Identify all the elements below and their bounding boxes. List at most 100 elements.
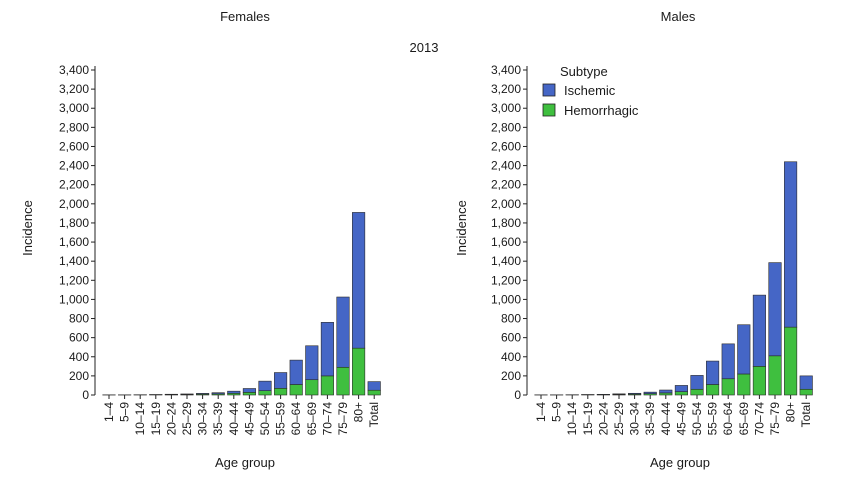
females-ytick-label: 2,600 xyxy=(59,139,89,153)
males-xtick-label: 70–74 xyxy=(752,402,766,436)
females-bars xyxy=(103,212,381,395)
females-xtick-label: Total xyxy=(367,402,381,427)
males-xlabel: Age group xyxy=(650,455,710,470)
females-xtick-label: 45–49 xyxy=(242,402,256,436)
females-ytick-label: 400 xyxy=(69,350,89,364)
males-ytick-label: 2,600 xyxy=(491,139,521,153)
males-xtick-label: 55–59 xyxy=(706,402,720,436)
males-bar-ischemic xyxy=(722,344,735,379)
females-xtick-label: 20–24 xyxy=(164,402,178,436)
males-ytick-label: 800 xyxy=(501,312,521,326)
males-ytick-label: 0 xyxy=(514,388,521,402)
females-bar-ischemic xyxy=(352,212,365,348)
females-ylabel: Incidence xyxy=(20,200,35,256)
males-bar-ischemic xyxy=(784,162,797,327)
males-ytick-label: 1,400 xyxy=(491,254,521,268)
females-ytick-label: 1,800 xyxy=(59,216,89,230)
males-xtick-label: 60–64 xyxy=(721,402,735,436)
males-bar-hemorrhagic xyxy=(706,384,719,395)
males-bar-ischemic xyxy=(706,361,719,384)
males-xtick-label: 15–19 xyxy=(581,402,595,436)
females-ytick-label: 3,400 xyxy=(59,63,89,77)
females-ytick-label: 3,000 xyxy=(59,101,89,115)
females-bar-ischemic xyxy=(368,382,381,391)
females-ytick-label: 1,600 xyxy=(59,235,89,249)
females-xtick-label: 40–44 xyxy=(227,402,241,436)
males-bar-ischemic xyxy=(644,392,657,394)
males-bar-ischemic xyxy=(660,390,673,393)
males-xtick-label: 40–44 xyxy=(659,402,673,436)
males-bar-ischemic xyxy=(753,295,766,366)
males-bar-ischemic xyxy=(738,325,751,374)
males-ytick-label: 600 xyxy=(501,331,521,345)
females-bar-hemorrhagic xyxy=(290,384,303,395)
females-xtick-label: 1–4 xyxy=(102,402,116,422)
males-bar-hemorrhagic xyxy=(769,356,782,395)
males-bar-ischemic xyxy=(769,263,782,356)
males-bar-ischemic xyxy=(613,394,626,395)
females-xlabel: Age group xyxy=(215,455,275,470)
males-ytick-label: 2,800 xyxy=(491,120,521,134)
males-ytick-label: 3,400 xyxy=(491,63,521,77)
females-bar-hemorrhagic xyxy=(352,348,365,395)
females-ytick-label: 800 xyxy=(69,312,89,326)
males-ytick-label: 2,400 xyxy=(491,159,521,173)
females-bar-hemorrhagic xyxy=(306,380,319,395)
males-xtick-label: 25–29 xyxy=(612,402,626,436)
males-xtick-label: Total xyxy=(799,402,813,427)
females-xtick-label: 10–14 xyxy=(133,402,147,436)
females-bar-hemorrhagic xyxy=(243,392,256,395)
males-ylabel: Incidence xyxy=(454,200,469,256)
males-xtick-label: 5–9 xyxy=(550,402,564,422)
females-ytick-label: 200 xyxy=(69,369,89,383)
females-bar-ischemic xyxy=(259,381,272,391)
females-xtick-label: 15–19 xyxy=(149,402,163,436)
females-bar-ischemic xyxy=(290,360,303,384)
males-ytick-label: 1,800 xyxy=(491,216,521,230)
females-xtick-label: 35–39 xyxy=(211,402,225,436)
males-ytick-label: 2,200 xyxy=(491,178,521,192)
males-xtick-label: 75–79 xyxy=(768,402,782,436)
females-xtick-label: 65–69 xyxy=(305,402,319,436)
females-ytick-label: 0 xyxy=(82,388,89,402)
males-bar-hemorrhagic xyxy=(738,374,751,395)
males-bar-hemorrhagic xyxy=(675,392,688,395)
females-xtick-label: 75–79 xyxy=(336,402,350,436)
males-xtick-label: 20–24 xyxy=(596,402,610,436)
females-bar-ischemic xyxy=(274,373,287,389)
males-ytick-label: 3,200 xyxy=(491,82,521,96)
males-bar-ischemic xyxy=(691,375,704,389)
males-panel-title: Males xyxy=(661,9,696,24)
females-bar-ischemic xyxy=(337,297,350,367)
females-bar-ischemic xyxy=(306,346,319,380)
males-ytick-label: 200 xyxy=(501,369,521,383)
legend-swatch-hemorrhagic xyxy=(543,104,555,116)
males-ytick-label: 1,600 xyxy=(491,235,521,249)
males-bar-hemorrhagic xyxy=(753,366,766,395)
females-xtick-label: 50–54 xyxy=(258,402,272,436)
males-xtick-label: 35–39 xyxy=(643,402,657,436)
males-bar-hemorrhagic xyxy=(660,393,673,395)
females-ytick-label: 2,000 xyxy=(59,197,89,211)
females-bar-ischemic xyxy=(321,322,334,376)
females-bar-ischemic xyxy=(228,391,241,393)
females-bar-hemorrhagic xyxy=(274,388,287,395)
males-bar-hemorrhagic xyxy=(722,379,735,395)
legend: Subtype Ischemic Hemorrhagic xyxy=(543,64,639,118)
males-ytick-label: 3,000 xyxy=(491,101,521,115)
males-xtick-label: 80+ xyxy=(784,402,798,422)
females-xtick-label: 25–29 xyxy=(180,402,194,436)
females-xtick-label: 30–34 xyxy=(196,402,210,436)
males-ytick-label: 2,000 xyxy=(491,197,521,211)
females-xtick-label: 80+ xyxy=(352,402,366,422)
males-xtick-label: 1–4 xyxy=(534,402,548,422)
females-xtick-label: 55–59 xyxy=(274,402,288,436)
females-bar-hemorrhagic xyxy=(321,376,334,395)
males-bar-ischemic xyxy=(800,376,813,389)
females-ytick-label: 3,200 xyxy=(59,82,89,96)
females-xtick-label: 70–74 xyxy=(320,402,334,436)
females-bar-hemorrhagic xyxy=(337,367,350,395)
legend-label-ischemic: Ischemic xyxy=(564,83,616,98)
males-xtick-label: 65–69 xyxy=(737,402,751,436)
